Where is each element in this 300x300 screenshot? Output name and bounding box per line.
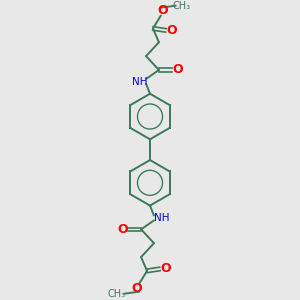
Text: O: O — [117, 223, 128, 236]
Text: CH₃: CH₃ — [107, 289, 125, 299]
Text: O: O — [158, 4, 168, 17]
Text: O: O — [132, 282, 142, 295]
Text: O: O — [160, 262, 171, 275]
Text: O: O — [167, 24, 177, 37]
Text: O: O — [172, 64, 183, 76]
Text: CH₃: CH₃ — [172, 1, 191, 11]
Text: NH: NH — [154, 214, 170, 224]
Text: NH: NH — [132, 77, 148, 87]
